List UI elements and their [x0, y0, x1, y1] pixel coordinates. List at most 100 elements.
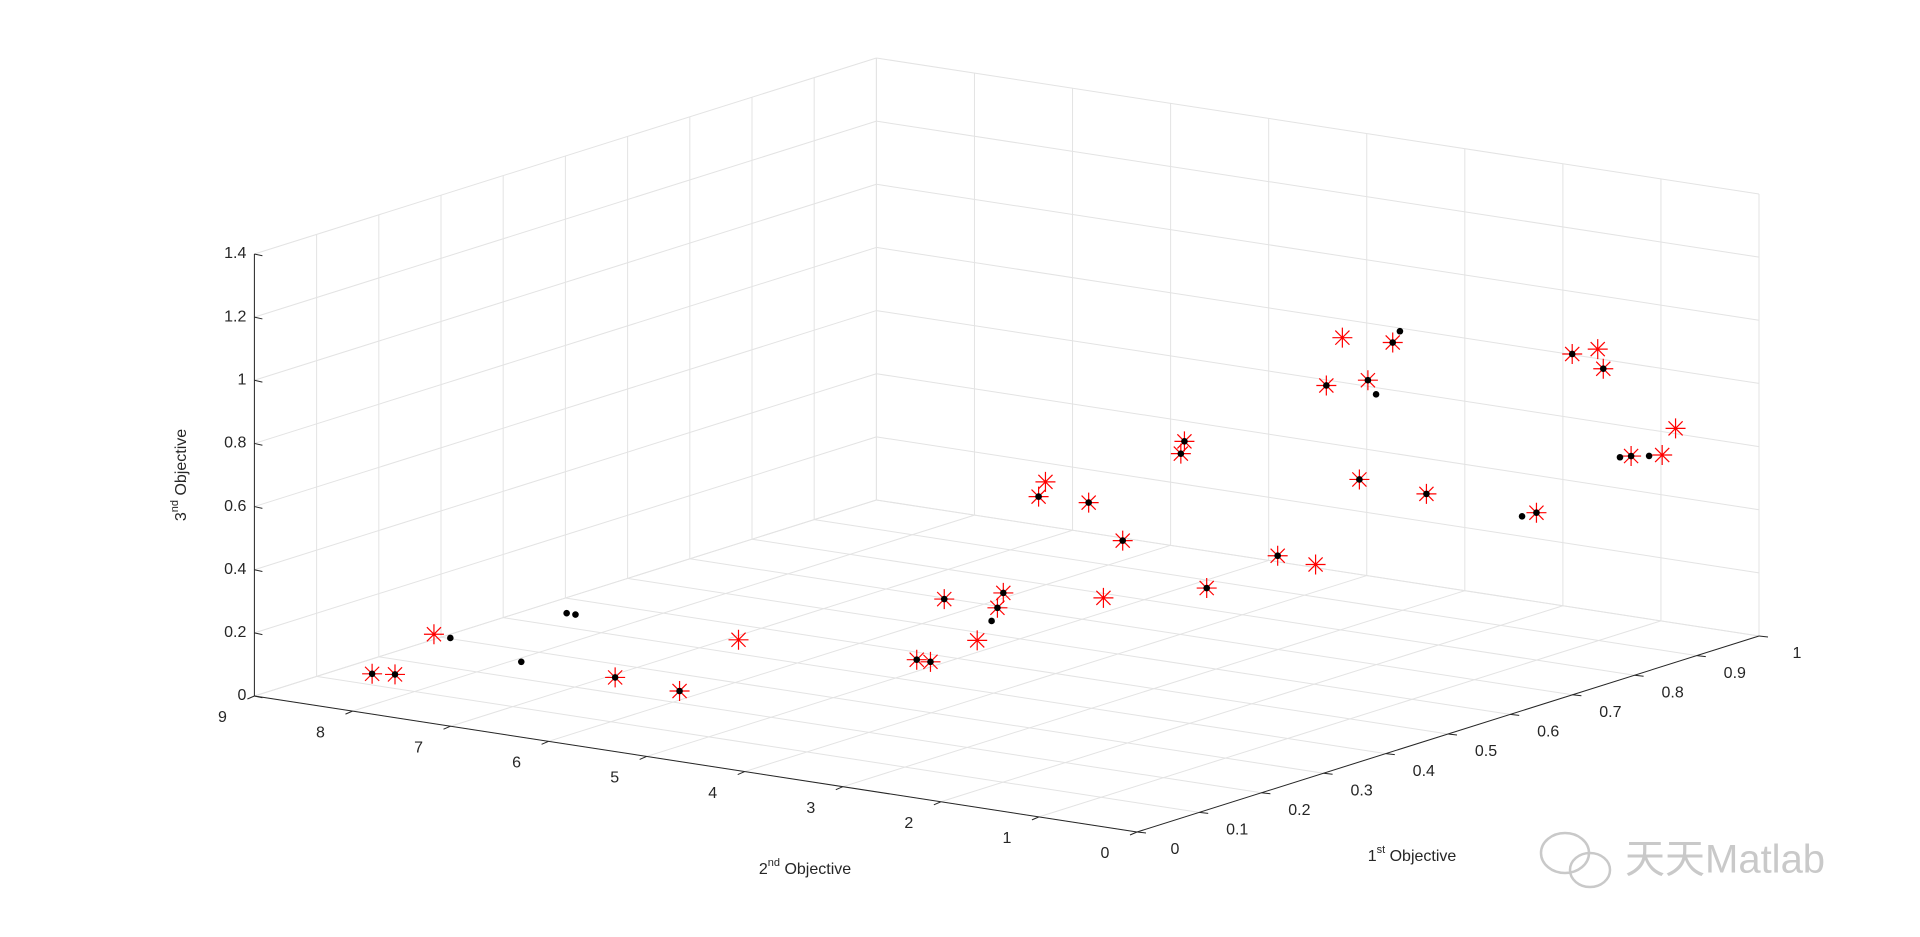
y-tick-label: 3: [806, 800, 815, 817]
label-part: Objective: [173, 429, 190, 500]
watermark: 天天Matlab: [1625, 838, 1825, 882]
grid-line: [316, 675, 1200, 813]
dot-marker: [1645, 452, 1653, 460]
grid-line: [876, 373, 1760, 511]
tick-mark: [1031, 816, 1040, 821]
y-tick-label: 6: [512, 755, 521, 772]
x-tick-label: 0.7: [1599, 704, 1621, 721]
tick-mark: [1510, 713, 1520, 716]
tick-mark: [933, 801, 942, 806]
z-tick-label: 1: [237, 372, 246, 389]
marks: [362, 327, 1686, 701]
axis-line: [254, 695, 1138, 833]
grid-line: [440, 636, 1324, 774]
x-tick-label: 0.5: [1475, 743, 1497, 760]
grid-line: [876, 120, 1760, 258]
dot-marker: [447, 634, 454, 642]
star-marker: [423, 624, 444, 645]
dot-marker: [391, 671, 399, 678]
grid-line: [254, 499, 877, 697]
tick-mark: [247, 695, 255, 700]
star-marker: [1587, 339, 1608, 360]
y-tick-label: 0: [1101, 845, 1110, 862]
grid-line: [254, 310, 877, 508]
tick-mark: [254, 379, 263, 383]
grid-line: [254, 246, 877, 444]
star-marker: [1332, 327, 1353, 348]
y-tick-label: 7: [414, 739, 423, 756]
tick-mark: [443, 725, 451, 730]
dot-marker: [1396, 327, 1404, 335]
dot-marker: [572, 611, 579, 618]
grid-line: [646, 559, 1269, 757]
grid-line: [254, 120, 877, 318]
grid-line: [876, 436, 1760, 574]
label-sup: nd: [169, 500, 181, 512]
grid-line: [876, 310, 1760, 448]
dot-marker: [1274, 552, 1281, 560]
x-tick-label: 0.6: [1537, 724, 1559, 741]
grid-line: [814, 519, 1697, 657]
dot-marker: [913, 656, 921, 663]
y-tick-label: 5: [610, 770, 619, 787]
x-axis-label: 1st Objective: [1368, 844, 1457, 865]
dot-marker: [517, 658, 525, 666]
grid-line: [876, 57, 1760, 195]
tick-mark: [1696, 655, 1706, 658]
z-tick-label: 1.2: [224, 308, 246, 325]
tick-mark: [254, 316, 263, 320]
star-marker: [1652, 444, 1673, 465]
dot-marker: [988, 617, 995, 625]
label-part: 3: [173, 512, 190, 521]
grid-line: [254, 57, 877, 255]
x-tick-label: 0.2: [1288, 802, 1310, 819]
grid-line: [450, 529, 1073, 727]
tick-mark: [835, 786, 843, 791]
dot-marker: [1323, 382, 1330, 389]
tick-mark: [1323, 772, 1333, 775]
x-tick-label: 0.4: [1413, 763, 1435, 780]
dot-marker: [927, 658, 934, 666]
tick-mark: [254, 695, 263, 699]
star-marker: [1035, 471, 1056, 492]
grid-line: [689, 558, 1573, 696]
dot-marker: [1568, 350, 1576, 358]
dot-marker: [1423, 490, 1430, 498]
tick-mark: [254, 506, 263, 509]
dot-marker: [563, 609, 570, 617]
star-marker: [1305, 554, 1326, 575]
x-tick-label: 0.8: [1661, 684, 1683, 701]
grid-line: [503, 617, 1386, 755]
y-tick-label: 9: [218, 709, 227, 726]
y-axis-label: 2nd Objective: [759, 857, 851, 878]
grid-line: [751, 538, 1635, 676]
grid-line: [378, 656, 1262, 794]
dot-marker: [1177, 450, 1185, 457]
x-tick-label: 1: [1793, 645, 1802, 662]
grid-line: [352, 514, 975, 712]
grid-line: [876, 499, 1760, 637]
y-tick-label: 8: [316, 724, 325, 741]
label-sup: nd: [768, 857, 780, 869]
y-tick-label: 1: [1002, 830, 1011, 847]
grid-line: [876, 183, 1760, 321]
dot-marker: [994, 604, 1001, 612]
label-sup: st: [1377, 844, 1386, 856]
z-tick-label: 0: [237, 687, 246, 704]
grid-line: [548, 544, 1171, 742]
grid-line: [842, 590, 1465, 788]
z-tick-label: 0.8: [224, 435, 246, 452]
x-tick-label: 0.1: [1226, 822, 1248, 839]
grid-line: [254, 436, 877, 634]
grid-line: [940, 605, 1564, 803]
tick-mark: [737, 771, 745, 776]
grid-line: [1038, 620, 1662, 818]
grid-line: [876, 246, 1760, 384]
grid-line: [565, 597, 1449, 735]
x-tick-label: 0.3: [1350, 782, 1372, 799]
grid-line: [254, 373, 877, 571]
grid-line: [744, 575, 1367, 773]
label-part: Objective: [780, 861, 851, 878]
dot-marker: [1119, 537, 1126, 544]
